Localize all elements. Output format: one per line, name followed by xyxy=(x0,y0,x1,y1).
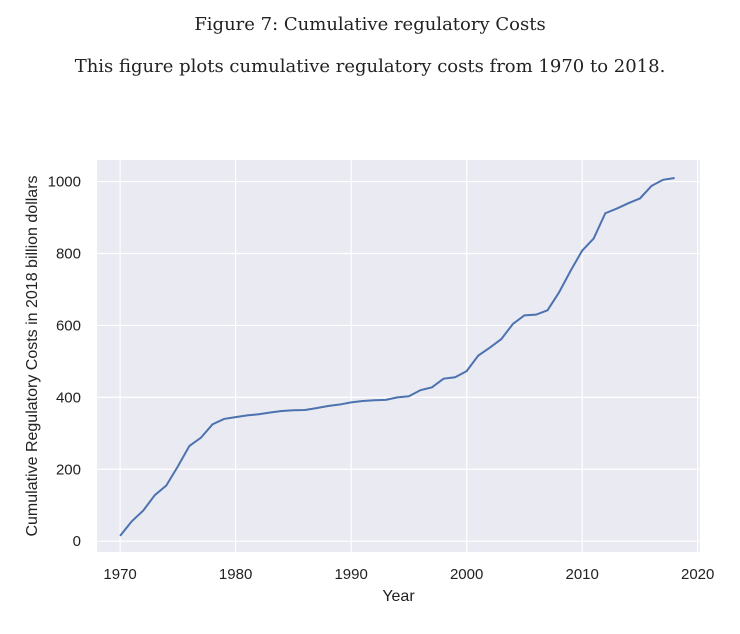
figure-title: Figure 7: Cumulative regulatory Costs xyxy=(194,14,546,35)
y-tick-label: 200 xyxy=(56,461,81,478)
x-tick-label: 1970 xyxy=(103,566,136,583)
x-tick-label: 2010 xyxy=(565,566,598,583)
plot-area xyxy=(97,160,700,552)
figure-subtitle: This figure plots cumulative regulatory … xyxy=(74,56,666,77)
x-tick-label: 1990 xyxy=(334,566,367,583)
y-axis-label: Cumulative Regulatory Costs in 2018 bill… xyxy=(24,175,41,536)
y-tick-label: 600 xyxy=(56,317,81,334)
y-tick-label: 1000 xyxy=(48,174,81,191)
x-tick-label: 1980 xyxy=(219,566,252,583)
x-tick-label: 2000 xyxy=(450,566,483,583)
x-tick-label: 2020 xyxy=(681,566,714,583)
x-axis-label: Year xyxy=(382,588,415,605)
grid-lines xyxy=(97,160,700,552)
series-line xyxy=(119,176,675,537)
y-tick-label: 400 xyxy=(56,389,81,406)
tick-labels: 1970 1980 1990 2000 2010 2020 0 200 400 600 800 100… xyxy=(48,174,715,583)
y-tick-label: 800 xyxy=(56,246,81,263)
y-tick-label: 0 xyxy=(73,533,81,550)
